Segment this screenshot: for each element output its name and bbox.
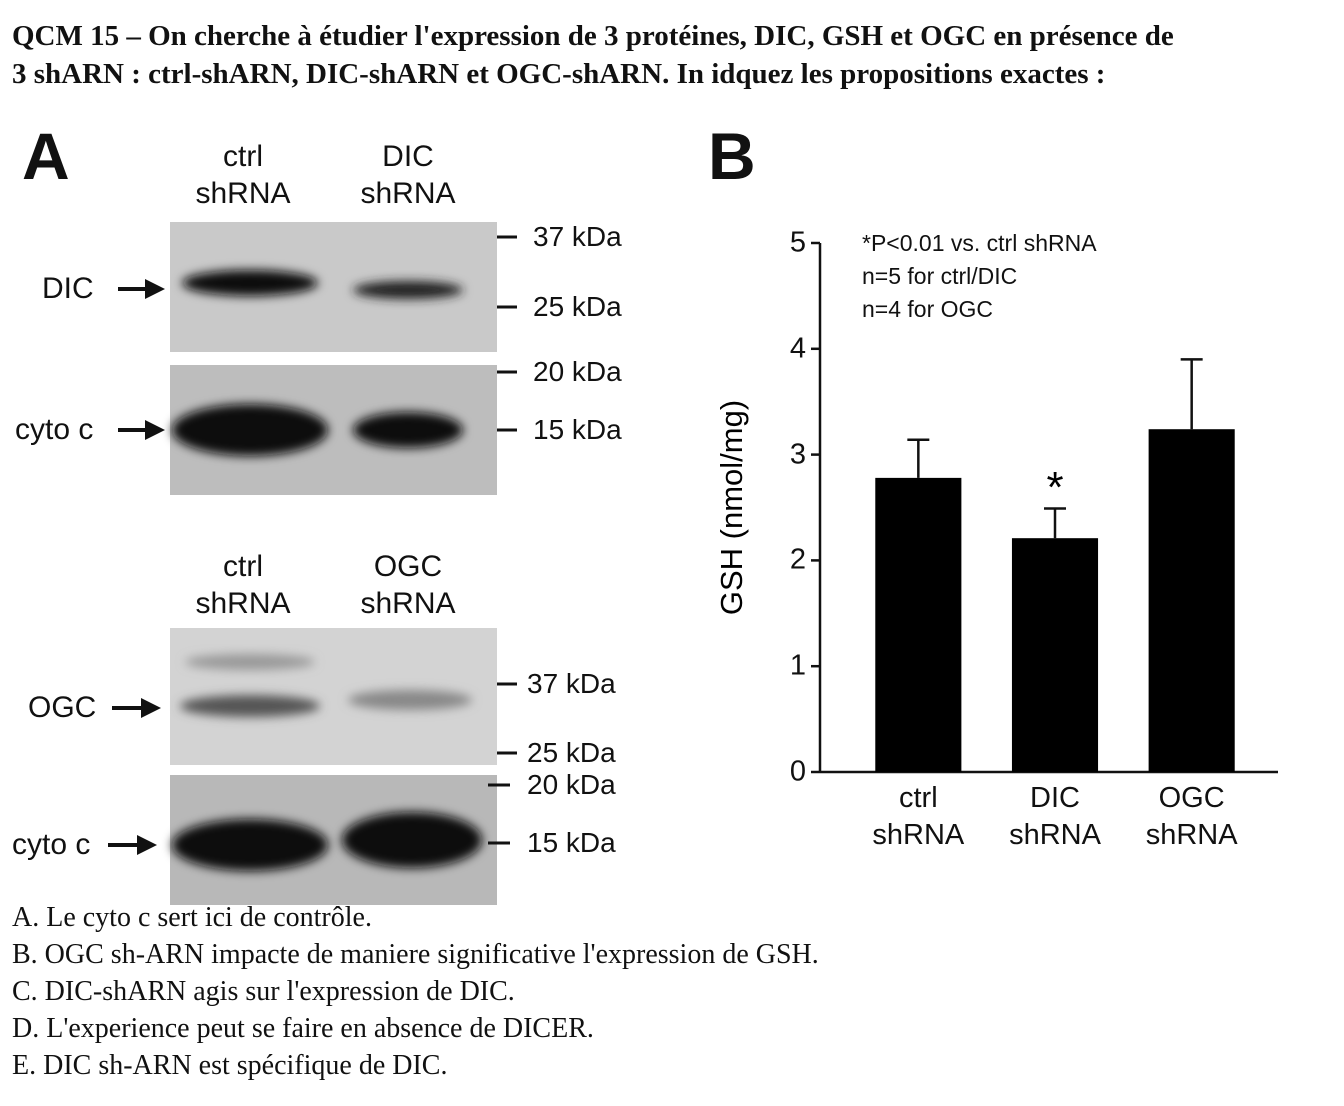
chart-note: n=4 for OGC <box>862 296 994 322</box>
panel-letter: B <box>708 119 756 193</box>
marker-label: 37 kDa <box>533 221 622 252</box>
marker-label: 15 kDa <box>533 414 622 445</box>
lane-label: DIC shRNA <box>360 140 456 210</box>
y-tick-label: 2 <box>789 543 806 576</box>
x-tick-label: OGC shRNA <box>1145 782 1238 851</box>
row-label: DIC <box>42 272 94 305</box>
marker-label: 15 kDa <box>527 827 616 858</box>
question-line: QCM 15 – On cherche à étudier l'expressi… <box>12 20 1174 52</box>
bar-chart: GSH (nmol/mg) * <box>714 241 1278 774</box>
bar <box>875 477 962 772</box>
y-tick-label: 3 <box>789 438 806 471</box>
bar <box>1011 538 1099 772</box>
chart-note: *P<0.01 vs. ctrl shRNA <box>862 230 1097 256</box>
lane-label: OGC shRNA <box>360 550 456 620</box>
blot-bottom <box>170 628 497 905</box>
y-axis-label: GSH (nmol/mg) <box>714 400 749 615</box>
option: D. L'experience peut se faire en absence… <box>12 1013 594 1044</box>
y-tick-label: 1 <box>789 649 806 682</box>
marker-label: 20 kDa <box>527 769 616 800</box>
option: C. DIC-shARN agis sur l'expression de DI… <box>12 976 515 1007</box>
marker-label: 25 kDa <box>533 291 622 322</box>
panel-letter: A <box>22 119 70 193</box>
marker-label: 20 kDa <box>533 356 622 387</box>
option: B. OGC sh-ARN impacte de maniere signifi… <box>12 939 819 970</box>
x-tick-label: DIC shRNA <box>1009 782 1101 851</box>
row-label: OGC <box>28 691 97 724</box>
y-tick-label: 0 <box>789 755 806 788</box>
row-label: cyto c <box>15 413 94 446</box>
marker-label: 37 kDa <box>527 668 616 699</box>
significance-mark: * <box>1046 463 1063 512</box>
marker-label: 25 kDa <box>527 737 616 768</box>
x-tick-label: ctrl shRNA <box>872 782 965 851</box>
option: A. Le cyto c sert ici de contrôle. <box>12 902 372 933</box>
marker-ticks <box>488 235 517 845</box>
row-label: cyto c <box>12 828 91 861</box>
option: E. DIC sh-ARN est spécifique de DIC. <box>12 1050 448 1081</box>
arrows <box>108 279 165 855</box>
question-line: 3 shARN : ctrl-shARN, DIC-shARN et OGC-s… <box>12 58 1106 90</box>
lane-label: ctrl shRNA <box>195 550 291 620</box>
y-tick-label: 5 <box>789 226 806 259</box>
blot-top <box>170 222 497 495</box>
y-tick-label: 4 <box>789 332 806 365</box>
lane-label: ctrl shRNA <box>195 140 291 210</box>
bar <box>1148 429 1235 772</box>
chart-note: n=5 for ctrl/DIC <box>862 263 1018 289</box>
